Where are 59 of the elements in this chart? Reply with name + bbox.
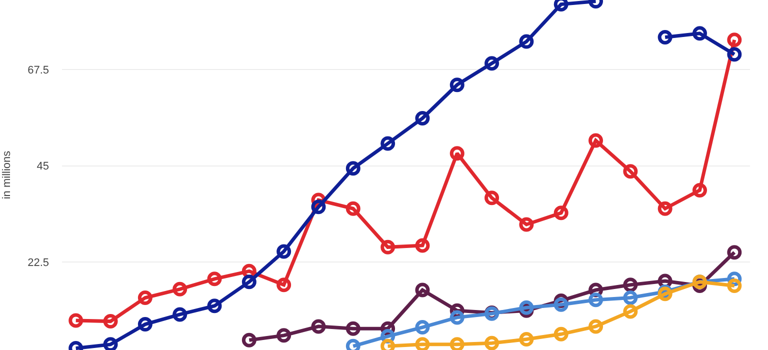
point [311,319,326,334]
point [415,282,430,298]
point [276,328,292,343]
point [727,278,742,293]
y-tick-label: 22.5 [28,257,49,270]
point [484,336,500,350]
point [138,290,152,305]
point [519,34,534,49]
point [276,244,292,259]
point [692,26,707,41]
point [519,217,534,232]
point [588,292,604,308]
point [692,182,707,198]
point [242,332,256,348]
y-axis-title: in millions [1,150,14,200]
point [380,136,396,151]
point [415,337,430,350]
point [588,133,604,148]
point [346,161,360,176]
y-tick-label: 67.5 [28,64,49,76]
point [172,307,188,322]
point [450,310,464,325]
point [68,313,84,328]
point [276,278,292,292]
point [554,297,568,312]
point [519,332,534,347]
point [554,326,568,342]
point [623,278,638,292]
point [172,282,188,296]
point [415,110,430,126]
point [658,30,672,45]
point [103,337,118,350]
point [207,272,222,286]
point [727,32,742,48]
point [588,319,604,334]
point [623,290,638,305]
point [554,206,568,220]
y-tick-label: 45 [36,160,49,173]
point [207,298,222,314]
point [658,201,672,216]
point [242,274,256,290]
point [450,337,464,350]
point [623,304,638,319]
point [138,317,152,332]
point [450,146,464,161]
point [727,47,742,62]
point [103,314,118,329]
point [484,190,500,206]
point [623,164,638,179]
point [311,200,326,214]
point [415,320,430,335]
point [346,201,360,216]
point [727,245,742,260]
point [380,240,396,254]
point [484,56,500,71]
point [450,78,464,92]
point [346,321,360,336]
point [519,300,534,315]
point [415,238,430,253]
